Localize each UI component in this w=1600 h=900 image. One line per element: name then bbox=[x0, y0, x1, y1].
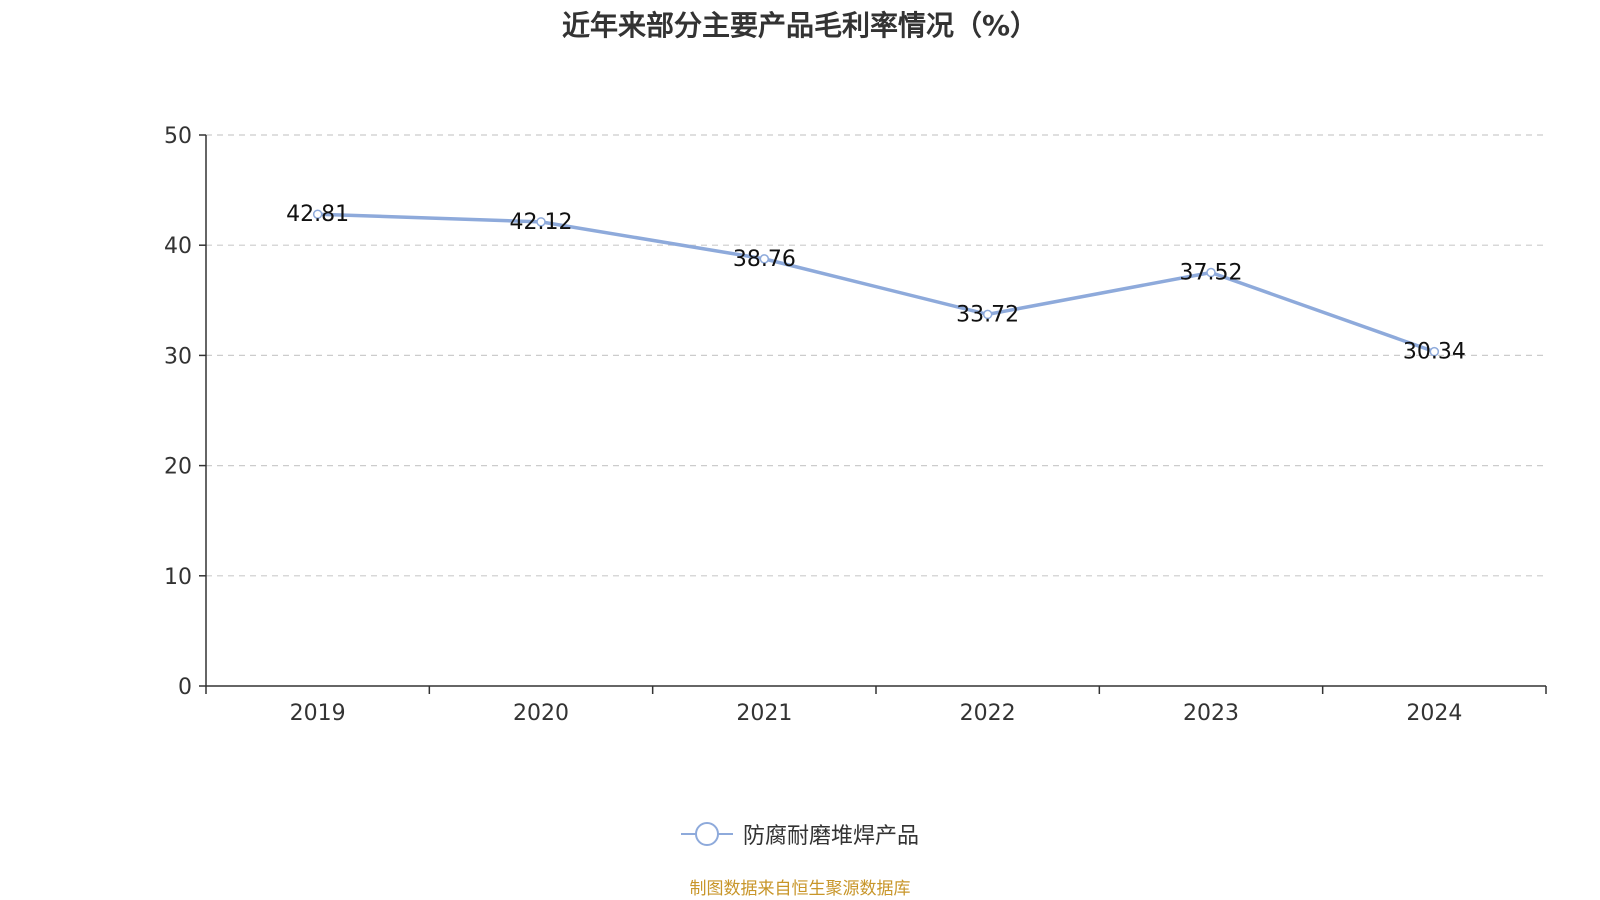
source-note: 制图数据来自恒生聚源数据库 bbox=[689, 879, 911, 899]
data-label: 42.12 bbox=[510, 210, 573, 235]
y-tick-label: 20 bbox=[164, 455, 192, 480]
x-tick-label: 2021 bbox=[736, 701, 792, 726]
legend-line-circle-icon bbox=[680, 822, 733, 846]
series bbox=[312, 209, 1440, 357]
x-tick-label: 2023 bbox=[1183, 701, 1239, 726]
data-point bbox=[312, 209, 323, 219]
data-point bbox=[1206, 267, 1216, 278]
y-tick-label: 50 bbox=[164, 124, 192, 149]
x-tick-label: 2020 bbox=[513, 701, 569, 726]
data-point bbox=[982, 309, 993, 320]
x-tick-label: 2022 bbox=[960, 701, 1016, 726]
y-tick-label: 10 bbox=[164, 565, 192, 590]
legend-label: 防腐耐磨堆焊产品 bbox=[742, 824, 919, 849]
data-label: 37.52 bbox=[1180, 261, 1243, 286]
data-point bbox=[759, 254, 770, 264]
data-point bbox=[1429, 346, 1440, 357]
chart-title: 近年来部分主要产品毛利率情况（%） bbox=[561, 9, 1039, 42]
grid-lines bbox=[206, 134, 1546, 577]
line-chart: 0 10 20 30 40 50 2019 2020 2021 2022 2023 2024 42.8… bbox=[164, 124, 1547, 726]
data-label: 33.72 bbox=[956, 302, 1019, 327]
data-labels: 42.81 42.12 38.76 33.72 37.52 30.34 bbox=[286, 202, 1466, 364]
legend[interactable]: 防腐耐磨堆焊产品 bbox=[0, 818, 1600, 850]
y-tick-label: 40 bbox=[164, 234, 192, 259]
data-label: 42.81 bbox=[286, 202, 349, 227]
series-line bbox=[315, 212, 1437, 354]
data-label: 38.76 bbox=[733, 247, 796, 272]
data-point bbox=[536, 217, 546, 227]
data-label: 30.34 bbox=[1403, 340, 1466, 365]
x-tick-label: 2024 bbox=[1406, 701, 1462, 726]
y-tick-label: 30 bbox=[164, 344, 192, 369]
x-tick-label: 2019 bbox=[290, 701, 346, 726]
y-tick-label: 0 bbox=[178, 675, 192, 700]
axes: 0 10 20 30 40 50 2019 2020 2021 2022 2023 2024 bbox=[164, 124, 1547, 726]
